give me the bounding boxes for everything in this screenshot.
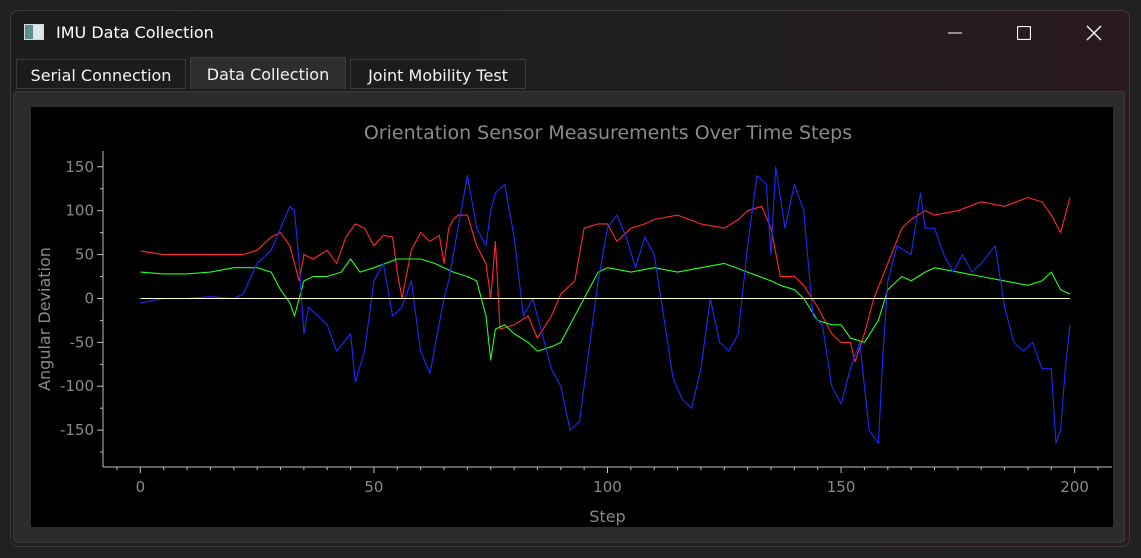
x-axis-label: Step <box>589 507 625 526</box>
y-tick-label: 50 <box>75 246 94 264</box>
series-line-blue <box>140 166 1071 444</box>
maximize-button[interactable] <box>1001 11 1047 55</box>
x-tick-label: 150 <box>827 478 856 496</box>
window-title: IMU Data Collection <box>56 23 214 42</box>
chart-area: Orientation Sensor Measurements Over Tim… <box>31 107 1113 527</box>
x-tick-label: 50 <box>364 478 383 496</box>
tab-serial-connection[interactable]: Serial Connection <box>16 59 186 89</box>
x-tick-label: 100 <box>593 478 622 496</box>
y-tick-label: -150 <box>60 421 94 439</box>
data-collection-panel: Orientation Sensor Measurements Over Tim… <box>13 91 1125 543</box>
tab-joint-mobility-test[interactable]: Joint Mobility Test <box>350 59 526 89</box>
y-tick-label: 150 <box>65 158 94 176</box>
app-window: IMU Data Collection Serial Connection Da… <box>10 10 1130 547</box>
title-bar[interactable]: IMU Data Collection <box>11 11 1129 55</box>
y-tick-label: 0 <box>84 289 94 307</box>
y-tick-label: -50 <box>70 333 95 351</box>
maximize-icon <box>1017 26 1031 40</box>
x-tick-label: 200 <box>1060 478 1089 496</box>
series-line-red <box>140 196 1071 363</box>
app-icon <box>24 24 44 40</box>
y-axis-label: Angular Deviation <box>35 247 54 391</box>
tab-data-collection[interactable]: Data Collection <box>190 57 346 89</box>
close-icon <box>1086 25 1102 41</box>
chart-title: Orientation Sensor Measurements Over Tim… <box>364 122 852 144</box>
minimize-button[interactable] <box>932 11 978 55</box>
x-tick-label: 0 <box>136 478 146 496</box>
orientation-chart: Orientation Sensor Measurements Over Tim… <box>35 122 1112 526</box>
y-tick-label: 100 <box>65 202 94 220</box>
close-button[interactable] <box>1071 11 1117 55</box>
series-line-green <box>140 258 1071 361</box>
y-tick-label: -100 <box>60 377 94 395</box>
minimize-icon <box>948 32 962 34</box>
